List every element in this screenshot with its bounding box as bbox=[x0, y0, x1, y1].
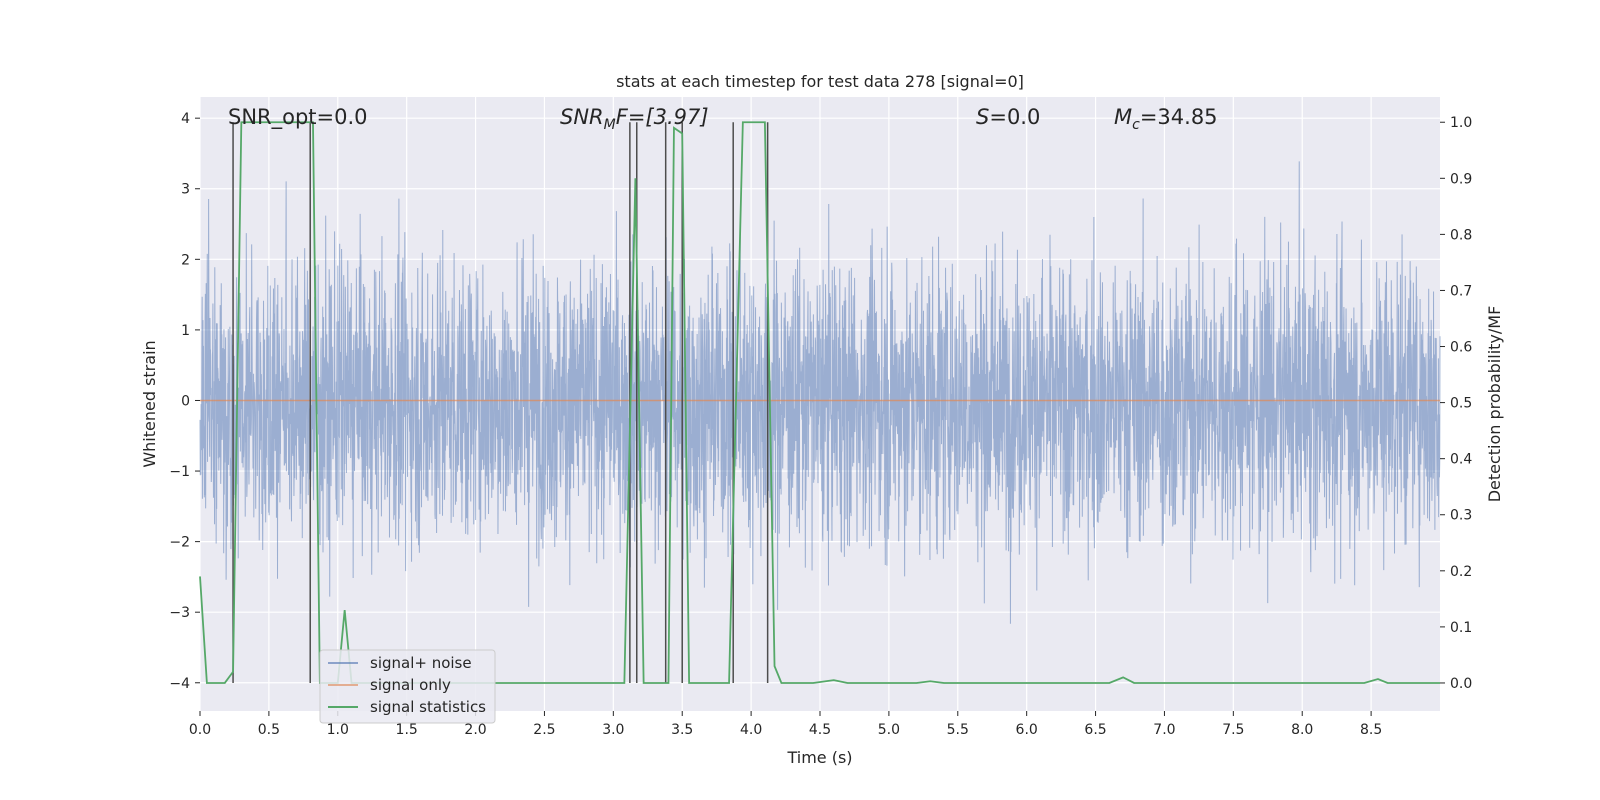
annotation-mc-sub: c bbox=[1132, 117, 1140, 133]
y-tick-label: 4 bbox=[181, 111, 190, 127]
x-tick-label: 8.5 bbox=[1360, 722, 1382, 738]
chart-title: stats at each timestep for test data 278… bbox=[616, 72, 1024, 91]
y-right-tick-label: 0.6 bbox=[1450, 340, 1472, 356]
x-tick-label: 6.5 bbox=[1084, 722, 1106, 738]
x-tick-label: 7.5 bbox=[1222, 722, 1244, 738]
y-right-tick-label: 0.5 bbox=[1450, 396, 1472, 412]
x-tick-label: 4.0 bbox=[740, 722, 762, 738]
y-right-tick-label: 0.4 bbox=[1450, 452, 1472, 468]
y-tick-label: −3 bbox=[169, 605, 190, 621]
noise-series bbox=[199, 161, 1441, 624]
x-tick-label: 4.5 bbox=[809, 722, 831, 738]
marker-lines bbox=[232, 122, 769, 683]
y-tick-label: 3 bbox=[181, 182, 190, 198]
annotation-mc: Mc=34.85 bbox=[1114, 105, 1218, 133]
x-tick-label: 7.0 bbox=[1153, 722, 1175, 738]
x-tick-label: 2.5 bbox=[533, 722, 555, 738]
annotation-s: S=0.0 bbox=[976, 105, 1040, 129]
y-right-axis-label: Detection probability/MF bbox=[1485, 306, 1504, 503]
x-tick-label: 5.0 bbox=[878, 722, 900, 738]
annotation-mc-rest: =34.85 bbox=[1140, 105, 1218, 129]
y-axis-label: Whitened strain bbox=[140, 340, 159, 467]
x-tick-label: 8.0 bbox=[1291, 722, 1313, 738]
x-tick-label: 5.5 bbox=[947, 722, 969, 738]
y-right-tick-label: 0.9 bbox=[1450, 171, 1472, 187]
annotation-snr-mf-base: SNR bbox=[560, 105, 604, 129]
annotation-snr-opt: SNR_opt=0.0 bbox=[228, 105, 368, 130]
y-right-tick-label: 1.0 bbox=[1450, 115, 1472, 131]
annotation-s-rest: =0.0 bbox=[989, 105, 1040, 129]
x-tick-label: 1.5 bbox=[396, 722, 418, 738]
x-tick-label: 6.0 bbox=[1016, 722, 1038, 738]
y-right-tick-label: 0.8 bbox=[1450, 227, 1472, 243]
annotation-snr-mf-sub: M bbox=[604, 117, 616, 133]
annotation-s-var: S bbox=[976, 105, 989, 129]
annotation-snr-mf: SNRMF=[3.97] bbox=[560, 105, 709, 133]
annotation-snr-mf-rest: F=[3.97] bbox=[616, 105, 709, 129]
legend-label-signal-statistics: signal statistics bbox=[370, 698, 486, 716]
y-tick-label: −4 bbox=[169, 676, 190, 692]
x-tick-label: 3.0 bbox=[602, 722, 624, 738]
y-tick-label: 0 bbox=[181, 393, 190, 409]
x-tick-label: 3.5 bbox=[671, 722, 693, 738]
y-tick-label: −1 bbox=[169, 464, 190, 480]
y-right-tick-label: 0.7 bbox=[1450, 283, 1472, 299]
y-right-tick-label: 0.1 bbox=[1450, 620, 1472, 636]
signal-noise-line bbox=[199, 161, 1441, 624]
y-tick-label: 1 bbox=[181, 323, 190, 339]
x-tick-label: 0.0 bbox=[189, 722, 211, 738]
legend-box bbox=[319, 649, 496, 724]
y-right-tick-label: 0.3 bbox=[1450, 508, 1472, 524]
y-right-tick-label: 0.0 bbox=[1450, 676, 1472, 692]
annotation-mc-base: M bbox=[1114, 105, 1132, 129]
legend-label-signal-noise: signal+ noise bbox=[370, 654, 472, 672]
legend: signal+ noise signal only signal statist… bbox=[319, 649, 496, 724]
x-tick-label: 1.0 bbox=[327, 722, 349, 738]
y-tick-label: 2 bbox=[181, 252, 190, 268]
annotations: SNR_opt=0.0 SNRMF=[3.97] S=0.0 Mc=34.85 bbox=[228, 105, 1218, 133]
x-axis-label: Time (s) bbox=[786, 748, 852, 767]
ticks: 0.0 0.5 1.0 1.5 2.0 2.5 3.0 3.5 4.0 4.5 5.0 5.5 6.0 6… bbox=[169, 111, 1472, 738]
x-tick-label: 0.5 bbox=[258, 722, 280, 738]
y-tick-label: −2 bbox=[169, 535, 190, 551]
legend-label-signal-only: signal only bbox=[370, 676, 451, 694]
y-right-tick-label: 0.2 bbox=[1450, 564, 1472, 580]
x-tick-label: 2.0 bbox=[464, 722, 486, 738]
